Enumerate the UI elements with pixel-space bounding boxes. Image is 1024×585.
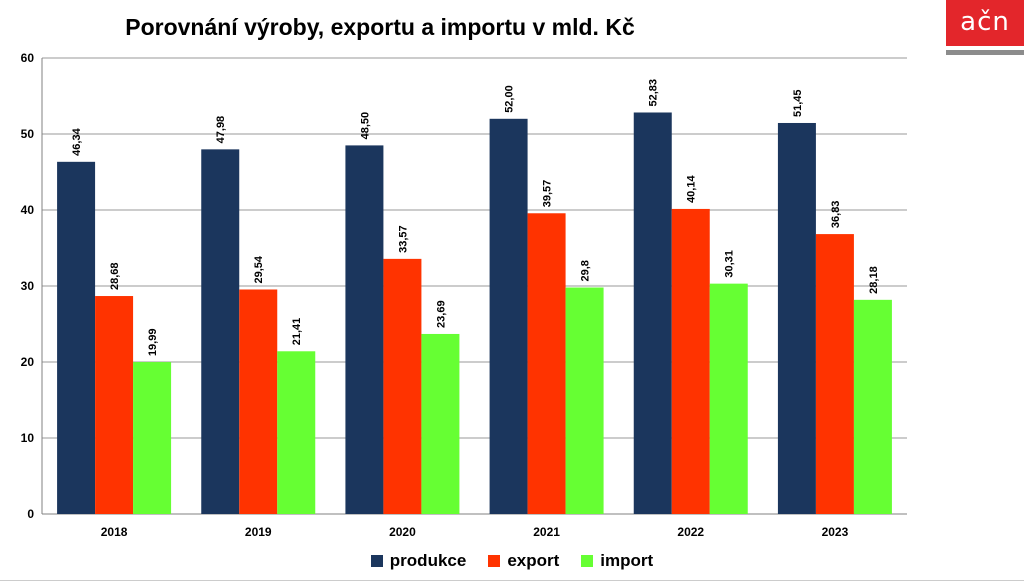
bar-produkce — [57, 161, 96, 515]
data-label: 47,98 — [215, 116, 227, 144]
legend-label: export — [507, 551, 560, 570]
data-label: 36,83 — [830, 201, 842, 229]
x-tick-label: 2021 — [533, 525, 560, 539]
legend-label: produkce — [389, 551, 467, 570]
bar-import — [565, 287, 604, 514]
data-label: 28,68 — [109, 263, 121, 291]
chart-title: Porovnání výroby, exportu a importu v ml… — [125, 14, 635, 40]
bar-produkce — [633, 112, 672, 514]
bar-produkce — [345, 145, 384, 514]
bottom-divider — [0, 580, 1024, 581]
data-label: 52,83 — [648, 79, 660, 107]
legend-swatch — [370, 555, 383, 567]
data-label: 48,50 — [359, 112, 371, 140]
y-tick-label: 30 — [21, 279, 35, 293]
y-tick-label: 50 — [21, 127, 35, 141]
legend-swatch — [488, 555, 501, 567]
data-label: 40,14 — [686, 175, 698, 203]
x-tick-label: 2022 — [677, 525, 704, 539]
data-label: 51,45 — [792, 89, 804, 117]
bar-import — [421, 333, 460, 514]
data-label: 29,54 — [253, 255, 265, 283]
bar-import — [133, 362, 172, 514]
bar-export — [95, 296, 134, 514]
bar-produkce — [489, 118, 528, 515]
bar-produkce — [777, 122, 816, 514]
x-tick-label: 2023 — [822, 525, 849, 539]
x-tick-label: 2020 — [389, 525, 416, 539]
data-label: 39,57 — [542, 180, 554, 208]
data-label: 28,18 — [868, 266, 880, 294]
x-tick-label: 2018 — [101, 525, 128, 539]
data-label: 19,99 — [147, 329, 159, 357]
bar-export — [671, 208, 710, 514]
bar-export — [383, 258, 422, 514]
data-label: 23,69 — [435, 300, 447, 328]
data-label: 21,41 — [291, 318, 303, 346]
data-label: 52,00 — [504, 85, 516, 113]
bar-import — [853, 299, 892, 514]
legend-item-produkce: produkce — [370, 551, 467, 571]
y-tick-label: 0 — [27, 507, 34, 521]
legend-label: import — [600, 551, 654, 570]
data-label: 30,31 — [724, 250, 736, 278]
bar-export — [815, 234, 854, 515]
legend-item-import: import — [581, 551, 653, 571]
x-tick-label: 2019 — [245, 525, 272, 539]
chart-legend: produkce export import — [0, 551, 1024, 571]
data-label: 29,8 — [580, 260, 592, 281]
logo-text: ačn — [946, 0, 1024, 46]
acn-logo: ačn — [946, 0, 1024, 58]
bar-export — [239, 289, 278, 514]
bar-import — [709, 283, 748, 514]
y-tick-label: 40 — [21, 203, 35, 217]
y-tick-label: 20 — [21, 355, 35, 369]
legend-item-export: export — [488, 551, 559, 571]
bar-export — [527, 213, 566, 514]
logo-underline — [946, 50, 1024, 55]
data-label: 46,34 — [71, 127, 83, 155]
bar-produkce — [201, 149, 240, 515]
bar-import — [277, 351, 316, 514]
y-tick-label: 10 — [21, 431, 35, 445]
y-tick-label: 60 — [21, 51, 35, 65]
data-label: 33,57 — [397, 225, 409, 253]
bar-chart: 0 10 20 30 40 50 60 46,34 28,68 19,99 2018 47,98 29,… — [21, 51, 907, 539]
legend-swatch — [581, 555, 594, 567]
